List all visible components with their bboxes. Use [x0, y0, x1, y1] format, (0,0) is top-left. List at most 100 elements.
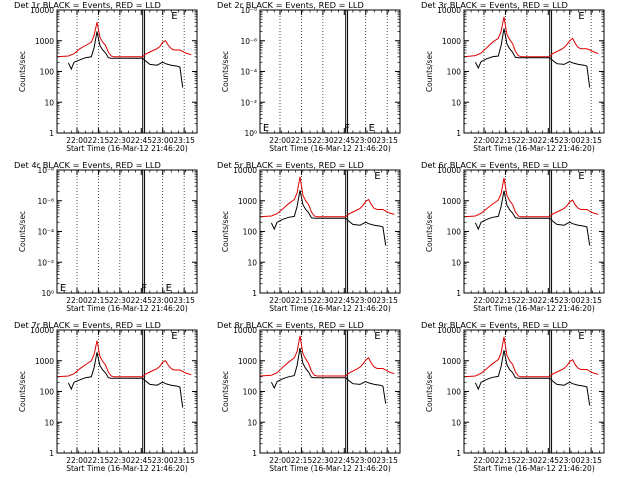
series-lld — [259, 335, 395, 377]
x-tick-label: 22:30 — [312, 136, 334, 145]
x-tick-label: 22:00 — [66, 456, 88, 465]
y-tick-label: 10 — [247, 418, 257, 427]
x-tick-label: 23:15 — [173, 136, 195, 145]
panel-title: Det 4r BLACK = Events, RED = LLD — [14, 160, 161, 170]
marker-label-e: E — [369, 123, 375, 134]
x-tick-label: 22:15 — [495, 456, 517, 465]
x-tick-label: 23:15 — [376, 136, 398, 145]
marker-label-e: E — [60, 283, 66, 294]
x-tick-label: 22:00 — [473, 296, 495, 305]
y-axis-label: Counts/sec — [18, 211, 27, 252]
y-tick-label: 1000 — [35, 357, 54, 366]
x-tick-label: 22:00 — [473, 136, 495, 145]
series-lld — [259, 176, 395, 218]
y-tick-label: 1 — [49, 129, 54, 138]
plot-frame — [463, 9, 605, 134]
y-tick-label: 1 — [456, 449, 461, 458]
x-tick-label: 22:30 — [109, 456, 131, 465]
marker-label-e: E — [578, 171, 584, 182]
x-tick-label: 23:00 — [152, 296, 174, 305]
x-tick-label: 23:00 — [152, 456, 174, 465]
y-tick-label: 100 — [40, 68, 55, 77]
y-tick-label: 10⁻⁶ — [240, 37, 257, 46]
plot-frame — [56, 169, 198, 294]
x-tick-label: 22:15 — [495, 136, 517, 145]
x-tick-label: 23:15 — [580, 296, 602, 305]
series-lld — [463, 177, 599, 218]
series-events — [270, 190, 387, 246]
x-tick-label: 22:15 — [88, 456, 110, 465]
plot-frame — [56, 329, 198, 454]
x-tick-label: 23:15 — [173, 456, 195, 465]
panel-title: Det 3r BLACK = Events, RED = LLD — [421, 0, 568, 10]
y-tick-label: 10000 — [437, 6, 461, 15]
panel-det-3r: Det 3r BLACK = Events, RED = LLD E 1 10 100 1… — [421, 0, 605, 153]
x-tick-label: 22:00 — [66, 136, 88, 145]
y-tick-label: 1 — [252, 289, 257, 298]
x-tick-label: 22:30 — [109, 296, 131, 305]
x-tick-label: 22:45 — [537, 136, 559, 145]
y-tick-label: 100 — [447, 68, 462, 77]
y-tick-label: 1000 — [35, 37, 54, 46]
panel-title: Det 1r BLACK = Events, RED = LLD — [14, 0, 161, 10]
series-lld — [56, 340, 192, 378]
panel-title: Det 9r BLACK = Events, RED = LLD — [421, 320, 568, 330]
y-axis-label: Counts/sec — [425, 371, 434, 412]
x-axis-label: Start Time (16-Mar-12 21:46:20) — [473, 144, 595, 153]
y-tick-label: 10⁻⁴ — [37, 228, 54, 237]
x-tick-label: 23:00 — [355, 296, 377, 305]
y-tick-label: 100 — [447, 388, 462, 397]
panel-det-9r: Det 9r BLACK = Events, RED = LLD E 1 10 100 1… — [421, 320, 605, 473]
x-tick-label: 23:00 — [559, 456, 581, 465]
y-tick-label: 100 — [243, 228, 258, 237]
x-tick-label: 22:00 — [269, 296, 291, 305]
x-tick-label: 23:00 — [152, 136, 174, 145]
y-axis-label: Counts/sec — [425, 51, 434, 92]
x-tick-label: 23:15 — [376, 296, 398, 305]
marker-label-e: E — [578, 11, 584, 22]
x-tick-label: 22:45 — [537, 456, 559, 465]
y-tick-label: 100 — [40, 388, 55, 397]
series-events — [474, 190, 591, 246]
y-tick-label: 10 — [44, 98, 54, 107]
x-tick-label: 23:15 — [580, 136, 602, 145]
panel-title: Det 8r BLACK = Events, RED = LLD — [217, 320, 364, 330]
panel-title: Det 6r BLACK = Events, RED = LLD — [421, 160, 568, 170]
y-axis-label: Counts/sec — [221, 211, 230, 252]
y-axis-label: Counts/sec — [221, 371, 230, 412]
panel-det-5r: Det 5r BLACK = Events, RED = LLD E 1 10 100 1… — [217, 160, 401, 313]
y-tick-label: 100 — [447, 228, 462, 237]
y-tick-label: 10000 — [437, 166, 461, 175]
marker-label-e: E — [374, 171, 380, 182]
x-tick-label: 22:30 — [516, 296, 538, 305]
y-axis-label: Counts/sec — [425, 211, 434, 252]
x-tick-label: 22:30 — [109, 136, 131, 145]
x-tick-label: 23:00 — [559, 296, 581, 305]
y-tick-label: 1000 — [442, 37, 461, 46]
x-tick-label: 22:45 — [130, 456, 152, 465]
y-tick-label: 10⁰ — [244, 129, 257, 138]
y-tick-label: 1 — [456, 129, 461, 138]
x-tick-label: 23:00 — [355, 456, 377, 465]
y-tick-label: 10⁻² — [240, 98, 257, 107]
y-tick-label: 10 — [247, 258, 257, 267]
x-tick-label: 22:15 — [291, 136, 313, 145]
y-tick-label: 1000 — [442, 197, 461, 206]
y-tick-label: 1000 — [238, 197, 257, 206]
marker-label-e: E — [263, 123, 269, 134]
y-tick-label: 10⁻⁸ — [37, 166, 54, 175]
y-tick-label: 10000 — [233, 166, 257, 175]
x-tick-label: 22:45 — [130, 296, 152, 305]
panel-title: Det 7r BLACK = Events, RED = LLD — [14, 320, 161, 330]
series-lld — [56, 22, 192, 58]
x-tick-label: 22:15 — [495, 296, 517, 305]
y-tick-label: 10000 — [30, 6, 54, 15]
x-axis-label: Start Time (16-Mar-12 21:46:20) — [66, 464, 188, 473]
marker-label-e: E — [171, 11, 177, 22]
panel-det-1r: Det 1r BLACK = Events, RED = LLD E 1 10 100 1… — [14, 0, 198, 153]
plot-frame — [56, 9, 198, 134]
y-tick-label: 10⁰ — [41, 289, 54, 298]
y-tick-label: 10⁻⁴ — [240, 68, 257, 77]
marker-label-e: E — [166, 283, 172, 294]
series-events — [67, 31, 184, 88]
